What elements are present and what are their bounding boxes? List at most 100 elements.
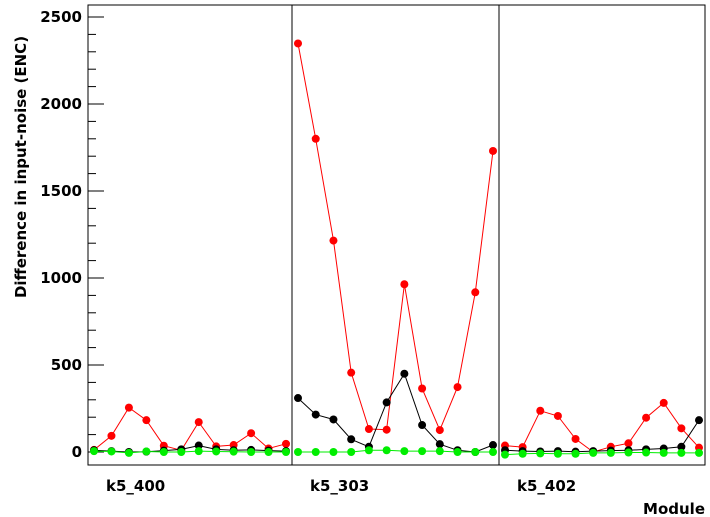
- plot-border: [87, 4, 706, 466]
- series-line: [294, 446, 497, 456]
- data-point: [418, 384, 427, 393]
- data-point: [382, 398, 391, 407]
- panel-k5_400: [90, 403, 290, 457]
- data-point: [282, 439, 290, 448]
- data-point: [194, 447, 203, 456]
- data-point: [264, 448, 273, 456]
- plot-marks: [90, 39, 703, 459]
- data-point: [364, 425, 373, 434]
- data-point: [553, 411, 562, 420]
- data-point: [642, 413, 651, 422]
- y-axis-title: Difference in input-noise (ENC): [12, 36, 30, 298]
- data-point: [247, 429, 256, 438]
- series-path: [93, 445, 287, 453]
- y-axis: 0 500 1000 1500 2000 2500: [40, 8, 104, 461]
- y-tick-label: 2000: [40, 95, 82, 113]
- series-line: [501, 448, 703, 459]
- data-point: [435, 447, 444, 456]
- data-point: [435, 440, 444, 449]
- x-category-label: k5_303: [310, 477, 369, 495]
- x-category-labels: k5_400 k5_303 k5_402: [106, 477, 576, 495]
- data-point: [294, 39, 302, 48]
- data-point: [571, 449, 580, 458]
- data-point: [453, 383, 462, 392]
- data-point: [311, 448, 320, 456]
- data-point: [589, 448, 598, 457]
- data-point: [624, 439, 633, 448]
- data-point: [294, 394, 302, 403]
- data-point: [418, 421, 427, 430]
- data-point: [247, 448, 256, 456]
- series-line: [294, 369, 497, 456]
- data-point: [659, 398, 668, 407]
- data-point: [311, 134, 320, 143]
- data-point: [489, 146, 497, 155]
- data-point: [107, 431, 116, 440]
- data-point: [489, 448, 497, 456]
- data-point: [329, 448, 338, 456]
- data-point: [142, 447, 151, 456]
- data-point: [677, 424, 686, 433]
- data-point: [571, 434, 580, 443]
- data-point: [212, 447, 221, 456]
- series-path: [297, 43, 494, 432]
- data-point: [311, 410, 320, 419]
- data-point: [536, 406, 545, 415]
- data-point: [347, 435, 356, 444]
- data-point: [382, 446, 391, 455]
- data-point: [229, 447, 238, 456]
- data-point: [400, 447, 409, 456]
- data-point: [124, 448, 133, 457]
- data-point: [177, 448, 186, 456]
- y-tick-label: 1500: [40, 182, 82, 200]
- series-path: [504, 419, 700, 453]
- data-point: [400, 280, 409, 289]
- data-point: [553, 449, 562, 458]
- series-path: [93, 406, 287, 451]
- series-line: [90, 403, 290, 455]
- data-point: [435, 426, 444, 435]
- plot-frame: [87, 4, 706, 466]
- series-line: [90, 441, 290, 456]
- data-point: [400, 369, 409, 378]
- data-point: [329, 415, 338, 424]
- panel-k5_303: [294, 39, 497, 456]
- data-point: [677, 442, 686, 451]
- data-point: [382, 425, 391, 434]
- data-point: [659, 448, 668, 457]
- y-tick-label: 1000: [40, 269, 82, 287]
- data-point: [489, 441, 497, 450]
- data-point: [624, 448, 633, 457]
- data-point: [194, 418, 203, 427]
- data-point: [471, 288, 480, 297]
- data-point: [418, 447, 427, 456]
- data-point: [294, 448, 302, 456]
- data-point: [606, 448, 615, 457]
- y-tick-label: 0: [72, 443, 82, 461]
- data-point: [536, 449, 545, 458]
- series-line: [294, 39, 497, 435]
- series-line: [90, 447, 290, 457]
- series-path: [297, 372, 494, 453]
- data-point: [642, 448, 651, 457]
- data-point: [501, 450, 509, 459]
- panel-k5_402: [501, 398, 703, 459]
- data-point: [471, 448, 480, 456]
- data-point: [329, 236, 338, 245]
- data-point: [677, 448, 686, 457]
- data-point: [124, 403, 133, 412]
- data-point: [159, 448, 168, 456]
- x-category-label: k5_402: [517, 477, 576, 495]
- series-path: [504, 452, 699, 456]
- x-axis-title: Module: [643, 500, 705, 517]
- data-point: [695, 448, 703, 457]
- data-point: [142, 416, 151, 425]
- data-point: [282, 448, 290, 456]
- y-tick-label: 2500: [40, 8, 82, 26]
- data-point: [347, 368, 356, 377]
- y-tick-label: 500: [51, 356, 82, 374]
- series-path: [504, 402, 700, 453]
- x-category-label: k5_400: [106, 477, 165, 495]
- data-point: [518, 449, 527, 458]
- data-point: [194, 441, 203, 450]
